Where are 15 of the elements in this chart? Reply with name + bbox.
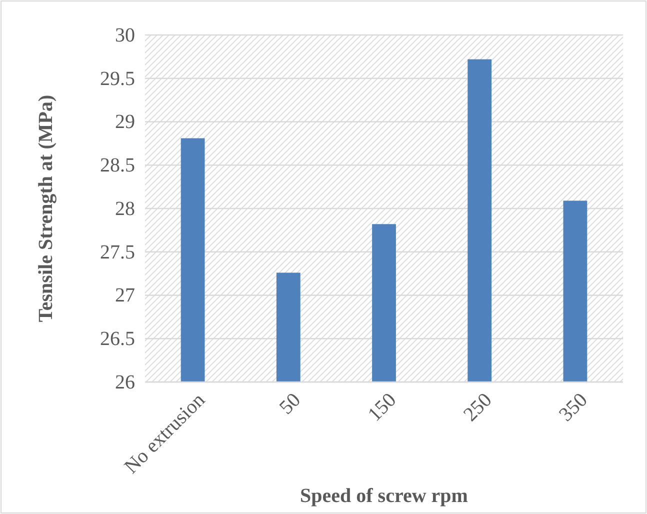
y-tick-label: 26.5 <box>100 328 135 350</box>
x-tick-label: 150 <box>364 389 401 426</box>
y-tick-label: 27 <box>115 284 135 307</box>
y-tick-label: 27.5 <box>100 241 135 264</box>
x-axis-title: Speed of screw rpm <box>300 485 468 507</box>
y-tick-label: 28 <box>115 198 135 220</box>
x-tick-label: 250 <box>459 389 496 426</box>
x-tick-label: 350 <box>555 389 592 426</box>
y-tick-label: 29.5 <box>100 68 135 90</box>
y-tick-label: 26 <box>115 371 135 394</box>
x-tick-label: 50 <box>275 389 306 419</box>
y-axis-title: Tesnsile Strength at (MPa) <box>35 94 57 322</box>
y-tick-label: 30 <box>115 24 135 46</box>
y-tick-label: 29 <box>115 111 135 134</box>
y-tick-label: 28.5 <box>100 154 135 177</box>
